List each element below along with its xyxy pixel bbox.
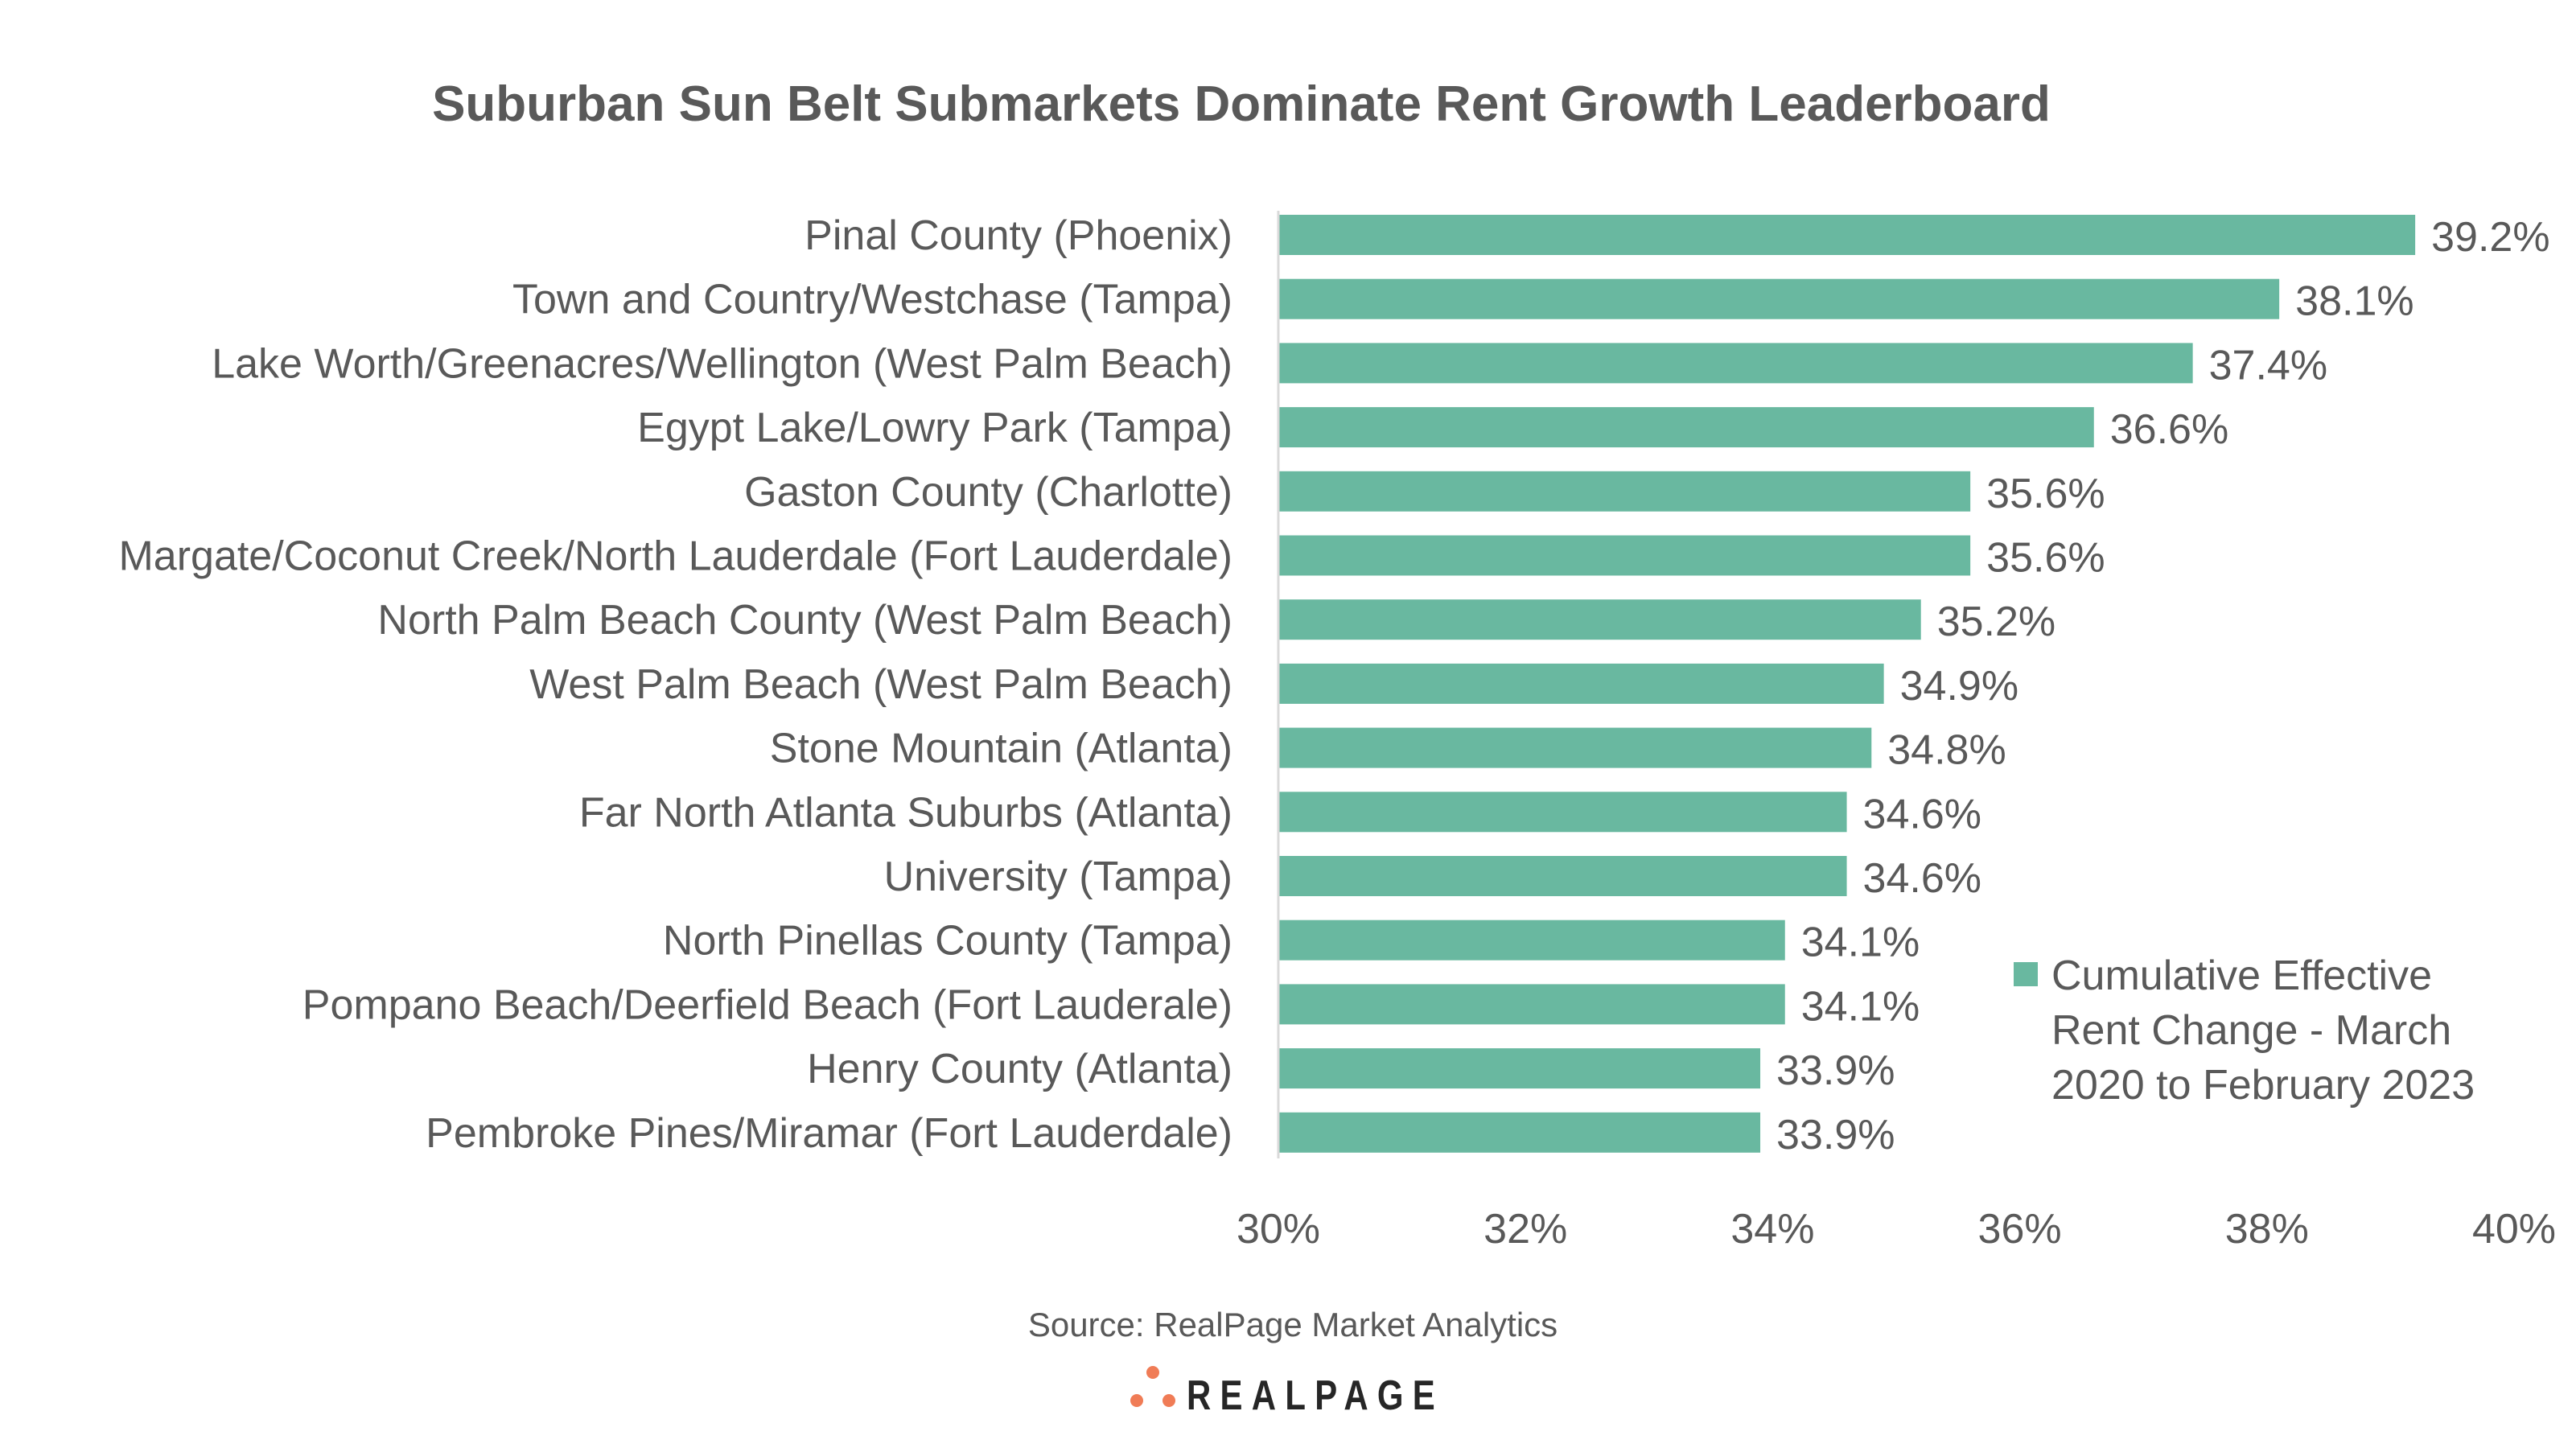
category-label: Henry County (Atlanta) — [807, 1046, 1232, 1092]
bar — [1278, 215, 2416, 255]
data-label: 35.2% — [1937, 599, 2055, 645]
bar — [1278, 1112, 1761, 1153]
category-label: Margate/Coconut Creek/North Lauderdale (… — [118, 533, 1232, 580]
category-label: North Pinellas County (Tampa) — [663, 918, 1232, 965]
bar — [1278, 1048, 1761, 1089]
category-label: University (Tampa) — [884, 854, 1232, 900]
bar — [1278, 984, 1785, 1025]
category-label: Stone Mountain (Atlanta) — [770, 726, 1232, 772]
bar — [1278, 919, 1785, 961]
category-label: West Palm Beach (West Palm Beach) — [529, 661, 1232, 708]
data-label: 36.6% — [2110, 406, 2228, 453]
data-label: 38.1% — [2295, 278, 2413, 325]
bar — [1278, 663, 1884, 704]
data-label: 39.2% — [2431, 214, 2549, 261]
logo-dot — [1146, 1366, 1159, 1379]
bar — [1278, 343, 2193, 384]
category-label: Gaston County (Charlotte) — [744, 469, 1232, 516]
legend-label-line-1: Cumulative Effective — [2051, 952, 2432, 999]
category-label: Pinal County (Phoenix) — [804, 212, 1232, 259]
bar — [1278, 407, 2094, 448]
data-label: 37.4% — [2209, 342, 2327, 389]
chart-title: Suburban Sun Belt Submarkets Dominate Re… — [432, 76, 2051, 132]
bar — [1278, 471, 1971, 512]
legend-label-line-3: 2020 to February 2023 — [2051, 1062, 2475, 1109]
data-label: 34.6% — [1863, 855, 1981, 902]
category-label: Egypt Lake/Lowry Park (Tampa) — [637, 405, 1232, 451]
category-label: Pembroke Pines/Miramar (Fort Lauderdale) — [426, 1110, 1232, 1157]
data-label: 33.9% — [1776, 1112, 1895, 1158]
logo-dot — [1162, 1394, 1175, 1407]
bar — [1278, 278, 2280, 319]
data-label: 35.6% — [1986, 471, 2105, 517]
bar — [1278, 727, 1872, 768]
x-tick-label: 30% — [1237, 1206, 1320, 1253]
bar — [1278, 599, 1921, 640]
bar — [1278, 535, 1971, 576]
logo-dot — [1130, 1394, 1143, 1407]
x-tick-label: 32% — [1483, 1206, 1567, 1253]
x-tick-label: 34% — [1730, 1206, 1814, 1253]
category-label: Town and Country/Westchase (Tampa) — [512, 277, 1232, 323]
x-tick-label: 36% — [1978, 1206, 2062, 1253]
category-label: Far North Atlanta Suburbs (Atlanta) — [579, 789, 1232, 836]
data-label: 33.9% — [1776, 1047, 1895, 1094]
category-label: Pompano Beach/Deerfield Beach (Fort Laud… — [302, 981, 1232, 1028]
data-label: 34.9% — [1900, 663, 2018, 710]
bar — [1278, 792, 1847, 833]
data-label: 34.8% — [1887, 727, 2006, 774]
category-label: Lake Worth/Greenacres/Wellington (West P… — [212, 340, 1232, 387]
legend-label-line-2: Rent Change - March — [2051, 1007, 2451, 1054]
legend: Cumulative Effective Rent Change - March… — [2014, 952, 2475, 1109]
source-note: Source: RealPage Market Analytics — [1028, 1306, 1558, 1343]
data-label: 34.1% — [1801, 983, 1920, 1030]
logo-text: REALPAGE — [1187, 1372, 1444, 1419]
x-tick-label: 38% — [2225, 1206, 2309, 1253]
realpage-logo: REALPAGE — [1130, 1366, 1444, 1419]
data-label: 35.6% — [1986, 535, 2105, 582]
data-label: 34.1% — [1801, 919, 1920, 966]
data-label: 34.6% — [1863, 791, 1981, 837]
legend-swatch — [2014, 962, 2038, 986]
bar — [1278, 856, 1847, 896]
category-label: North Palm Beach County (West Palm Beach… — [377, 597, 1232, 644]
x-tick-label: 40% — [2472, 1206, 2556, 1253]
